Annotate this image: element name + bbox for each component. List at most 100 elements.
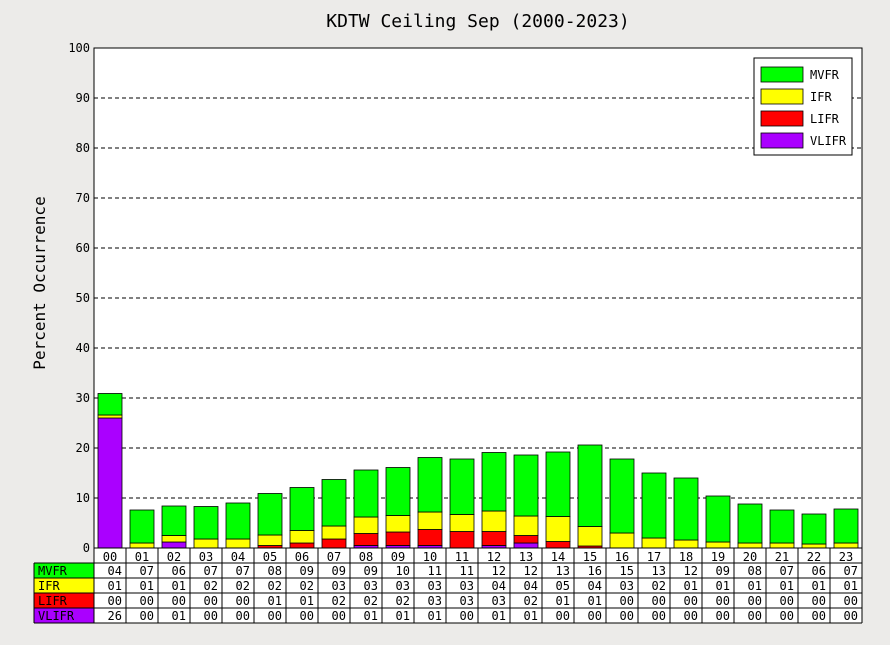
table-cell: 00 [556,609,570,623]
bar-mvfr-01 [129,509,155,544]
table-cell: 00 [716,594,730,608]
table-cell: 07 [236,564,250,578]
bar-lifr-08 [353,533,379,546]
bar-ifr-02 [161,535,187,543]
table-cell: 03 [428,594,442,608]
bar-ifr-23 [833,542,859,549]
y-tick-label: 10 [76,491,90,505]
bar-vlifr-02 [161,541,187,549]
table-cell: 02 [268,579,282,593]
table-cell: 08 [748,564,762,578]
bar-mvfr-16 [609,458,635,534]
table-row-label-ifr: IFR [38,579,60,593]
bar-ifr-15 [577,526,603,547]
table-cell: 04 [492,579,506,593]
table-cell: 11 [428,564,442,578]
table-cell: 03 [364,579,378,593]
table-cell: 06 [812,564,826,578]
y-tick-label: 50 [76,291,90,305]
table-cell: 01 [780,579,794,593]
table-cell: 00 [204,609,218,623]
table-cell: 02 [236,579,250,593]
table-row-label-lifr: LIFR [38,594,68,608]
bar-mvfr-14 [545,451,571,517]
bar-vlifr-13 [513,542,539,549]
bar-ifr-07 [321,525,347,540]
bar-ifr-04 [225,538,251,549]
bar-mvfr-18 [673,477,699,541]
x-tick-label: 16 [615,550,629,564]
table-cell: 00 [140,609,154,623]
table-cell: 00 [108,594,122,608]
x-tick-label: 08 [359,550,373,564]
x-tick-label: 02 [167,550,181,564]
table-cell: 00 [588,609,602,623]
table-cell: 01 [812,579,826,593]
table-cell: 00 [620,609,634,623]
table-cell: 02 [300,579,314,593]
bar-ifr-19 [705,541,731,549]
y-tick-label: 20 [76,441,90,455]
table-cell: 08 [268,564,282,578]
bar-mvfr-06 [289,487,315,531]
table-cell: 00 [236,594,250,608]
y-axis-label: Percent Occurrence [30,196,49,369]
table-cell: 12 [492,564,506,578]
table-cell: 02 [524,594,538,608]
bar-mvfr-09 [385,467,411,516]
table-cell: 03 [620,579,634,593]
data-table: 00 01 02 03 04 05 06 07 08 09 10 11 12 13 14 15 16 17 18 19… [33,547,863,624]
table-cell: 01 [300,594,314,608]
y-tick-label: 30 [76,391,90,405]
table-cell: 00 [204,594,218,608]
table-cell: 26 [108,609,122,623]
table-cell: 01 [844,579,858,593]
bar-lifr-12 [481,531,507,546]
bar-mvfr-00 [97,393,123,416]
table-cell: 00 [748,594,762,608]
legend: MVFR IFR LIFR VLIFR [753,57,853,156]
table-cell: 01 [492,609,506,623]
table-cell: 05 [556,579,570,593]
bar-mvfr-12 [481,452,507,512]
legend-swatch-lifr [760,110,804,127]
bar-ifr-17 [641,537,667,549]
table-cell: 00 [780,594,794,608]
bar-ifr-20 [737,542,763,549]
table-cell: 04 [524,579,538,593]
bar-ifr-06 [289,530,315,544]
x-tick-label: 15 [583,550,597,564]
bar-lifr-07 [321,538,347,549]
x-tick-label: 18 [679,550,693,564]
y-axis-ticks: 0 10 20 30 40 50 60 70 80 90 100 [68,41,90,555]
table-cell: 00 [140,594,154,608]
table-cell: 02 [332,594,346,608]
y-tick-label: 60 [76,241,90,255]
y-tick-label: 40 [76,341,90,355]
table-cell: 07 [140,564,154,578]
bar-ifr-16 [609,532,635,549]
bar-lifr-11 [449,531,475,549]
table-cell: 01 [556,594,570,608]
x-tick-label: 13 [519,550,533,564]
table-cell: 03 [332,579,346,593]
table-cell: 09 [300,564,314,578]
table-cell: 07 [844,564,858,578]
table-cell: 06 [172,564,186,578]
y-tick-label: 90 [76,91,90,105]
bar-mvfr-03 [193,506,219,540]
table-row-header-ifr [34,578,94,593]
table-cell: 01 [428,609,442,623]
x-tick-label: 06 [295,550,309,564]
table-cell: 07 [204,564,218,578]
table-cell: 01 [268,594,282,608]
legend-label-vlifr: VLIFR [810,134,847,148]
bar-mvfr-07 [321,479,347,527]
bar-mvfr-13 [513,454,539,517]
table-cell: 00 [652,594,666,608]
table-cell: 01 [524,609,538,623]
bar-ifr-22 [801,543,827,549]
table-row-header-lifr [34,593,94,608]
table-cell: 02 [652,579,666,593]
bar-mvfr-20 [737,503,763,544]
